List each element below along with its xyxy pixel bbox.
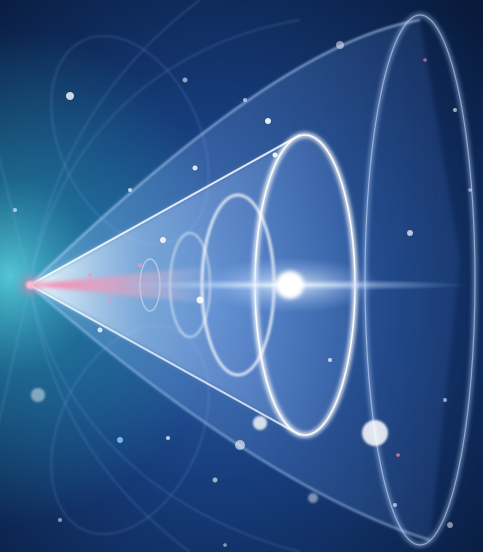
particle bbox=[243, 98, 247, 102]
particle bbox=[66, 92, 74, 100]
particle bbox=[253, 416, 267, 430]
particle bbox=[272, 152, 278, 158]
particle bbox=[128, 188, 132, 192]
particle bbox=[308, 493, 318, 503]
particle bbox=[108, 298, 112, 302]
particle bbox=[235, 440, 245, 450]
particle bbox=[265, 118, 271, 124]
particle bbox=[117, 437, 123, 443]
particles bbox=[13, 41, 472, 547]
particle bbox=[443, 398, 447, 402]
particle bbox=[138, 263, 142, 267]
particle bbox=[328, 358, 332, 362]
particle bbox=[453, 108, 457, 112]
particle bbox=[393, 503, 397, 507]
light-flare bbox=[110, 257, 470, 313]
particle bbox=[97, 327, 103, 333]
particle bbox=[192, 165, 198, 171]
particle bbox=[58, 518, 62, 522]
particle bbox=[468, 188, 472, 192]
particle bbox=[31, 388, 45, 402]
particle bbox=[336, 41, 344, 49]
particle bbox=[212, 477, 218, 483]
particle bbox=[160, 237, 166, 243]
particle bbox=[196, 296, 204, 304]
particle bbox=[407, 230, 413, 236]
particle bbox=[13, 208, 17, 212]
particle bbox=[396, 453, 400, 457]
particle bbox=[423, 58, 427, 62]
particle bbox=[88, 273, 92, 277]
particle bbox=[182, 77, 188, 83]
particle bbox=[166, 436, 170, 440]
particle bbox=[447, 522, 453, 528]
particle bbox=[362, 420, 388, 446]
particle bbox=[223, 543, 227, 547]
